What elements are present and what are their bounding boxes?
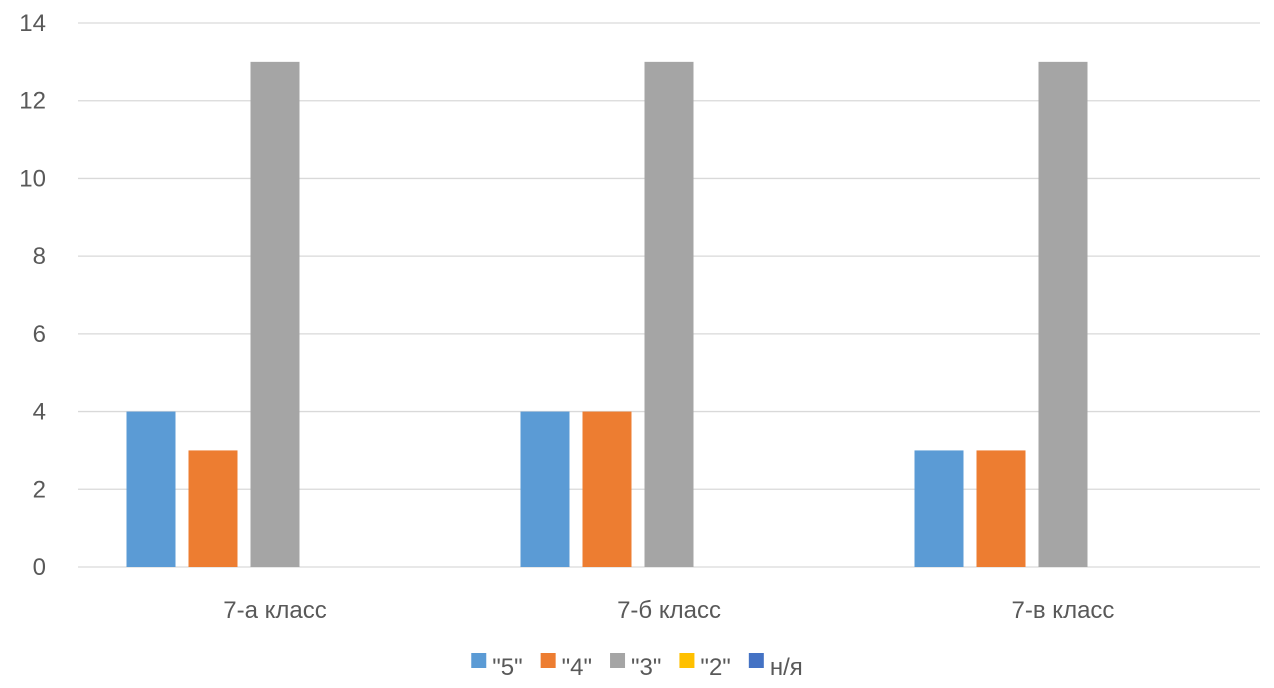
legend: "5" "4" "3" "2" н/я [471,653,803,681]
y-tick-label: 6 [33,321,46,348]
x-category-label: 7-б класс [617,597,721,624]
bar [644,61,694,567]
bar [914,450,964,567]
bar [520,411,570,567]
legend-item: "3" [610,653,661,681]
bar [250,61,300,567]
legend-label: "3" [631,654,661,681]
y-tick-label: 2 [33,476,46,503]
x-category-label: 7-а класс [223,597,326,624]
legend-label: "4" [562,654,592,681]
y-tick-label: 14 [19,10,46,37]
legend-swatch [610,653,626,668]
legend-item: "2" [679,653,731,681]
y-axis-tick-labels: 0 2 4 6 8 10 12 14 [19,10,46,581]
y-tick-label: 10 [19,165,46,192]
legend-swatch [540,653,556,668]
legend-swatch [748,653,764,668]
y-tick-label: 8 [33,243,46,270]
bar [1038,61,1088,567]
legend-item: "4" [540,653,592,681]
bar [188,450,238,567]
x-axis-category-labels: 7-а класс 7-б класс 7-в класс [223,597,1114,624]
y-tick-label: 0 [33,554,46,581]
bar [976,450,1026,567]
legend-label: н/я [770,654,803,681]
legend-item: н/я [748,653,803,681]
legend-swatch [679,653,695,668]
bar [582,411,632,567]
legend-label: "2" [700,654,730,681]
legend-swatch [471,653,487,668]
y-tick-label: 12 [19,88,46,115]
bar [126,411,176,567]
y-tick-label: 4 [33,399,46,426]
bars [126,61,1088,567]
legend-item: "5" [471,653,523,681]
x-category-label: 7-в класс [1012,597,1115,624]
legend-label: "5" [492,654,522,681]
